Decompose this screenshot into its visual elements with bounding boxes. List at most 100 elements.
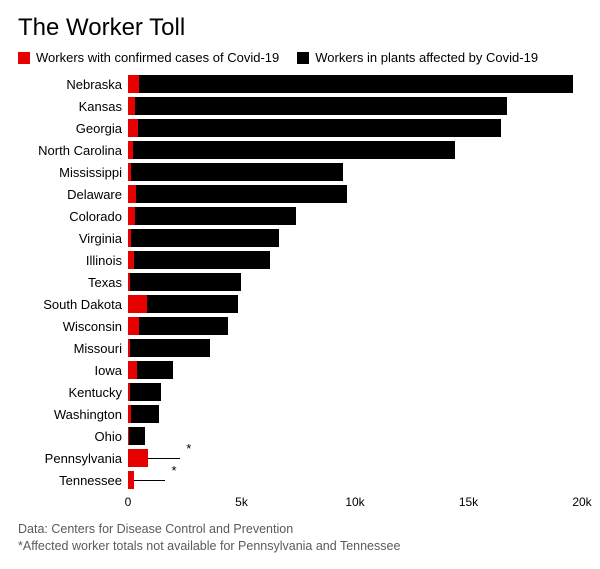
bar-cell — [128, 405, 582, 423]
category-label: Texas — [18, 275, 128, 290]
bar-segment-affected — [129, 427, 145, 445]
bar-segment-affected — [135, 207, 296, 225]
bar-cell — [128, 207, 582, 225]
missing-affected-line — [148, 458, 180, 459]
bar-segment-confirmed — [128, 295, 147, 313]
bar-row: Nebraska — [18, 73, 582, 95]
bar-segment-confirmed — [128, 207, 135, 225]
bar-cell — [128, 119, 582, 137]
footnote: Data: Centers for Disease Control and Pr… — [18, 521, 582, 555]
category-label: Illinois — [18, 253, 128, 268]
bar-row: Mississippi — [18, 161, 582, 183]
category-label: Georgia — [18, 121, 128, 136]
bar-row: Washington — [18, 403, 582, 425]
category-label: South Dakota — [18, 297, 128, 312]
x-axis-tick: 5k — [235, 495, 248, 509]
chart-title: The Worker Toll — [18, 14, 582, 42]
bar-row: Tennessee* — [18, 469, 582, 491]
figure-container: The Worker Toll Workers with confirmed c… — [0, 0, 600, 569]
category-label: Tennessee — [18, 473, 128, 488]
asterisk-icon: * — [186, 441, 191, 456]
bar-cell — [128, 339, 582, 357]
bar-segment-affected — [131, 229, 279, 247]
bar-segment-affected — [130, 339, 209, 357]
category-label: Missouri — [18, 341, 128, 356]
category-label: Delaware — [18, 187, 128, 202]
bar-segment-affected — [134, 251, 270, 269]
legend: Workers with confirmed cases of Covid-19… — [18, 50, 582, 65]
bar-segment-affected — [147, 295, 238, 313]
bar-row: Colorado — [18, 205, 582, 227]
bar-row: Kansas — [18, 95, 582, 117]
bar-segment-confirmed — [128, 75, 139, 93]
bar-row: Ohio — [18, 425, 582, 447]
missing-affected-line — [134, 480, 166, 481]
bar-row: North Carolina — [18, 139, 582, 161]
bar-cell: * — [128, 449, 582, 467]
bar-segment-affected — [138, 119, 501, 137]
bar-cell — [128, 273, 582, 291]
bar-cell — [128, 97, 582, 115]
legend-label-confirmed: Workers with confirmed cases of Covid-19 — [36, 50, 279, 65]
bar-segment-confirmed — [128, 317, 139, 335]
category-label: Kansas — [18, 99, 128, 114]
bar-segment-confirmed — [128, 97, 135, 115]
footnote-note: *Affected worker totals not available fo… — [18, 538, 582, 555]
bar-segment-confirmed — [128, 119, 138, 137]
category-label: Virginia — [18, 231, 128, 246]
bar-row: Missouri — [18, 337, 582, 359]
bar-row: Pennsylvania* — [18, 447, 582, 469]
legend-label-affected: Workers in plants affected by Covid-19 — [315, 50, 538, 65]
bar-row: Delaware — [18, 183, 582, 205]
bar-cell — [128, 185, 582, 203]
x-axis-tick: 15k — [459, 495, 478, 509]
bar-segment-affected — [139, 75, 573, 93]
category-label: Nebraska — [18, 77, 128, 92]
bar-segment-affected — [133, 141, 455, 159]
bar-row: South Dakota — [18, 293, 582, 315]
category-label: Wisconsin — [18, 319, 128, 334]
x-axis-tick: 0 — [125, 495, 132, 509]
category-label: Iowa — [18, 363, 128, 378]
bar-cell — [128, 295, 582, 313]
bar-segment-affected — [139, 317, 228, 335]
asterisk-icon: * — [171, 463, 176, 478]
bar-segment-affected — [131, 405, 158, 423]
legend-swatch-confirmed — [18, 52, 30, 64]
bar-cell — [128, 427, 582, 445]
bar-segment-affected — [136, 185, 347, 203]
bar-row: Texas — [18, 271, 582, 293]
bar-segment-affected — [137, 361, 173, 379]
x-axis-tick: 10k — [345, 495, 364, 509]
bar-segment-confirmed — [128, 361, 137, 379]
x-axis: 05k10k15k20k — [128, 491, 582, 519]
bar-chart: Nebraska Kansas Georgia North Carolina Missi… — [18, 73, 582, 491]
legend-swatch-affected — [297, 52, 309, 64]
bar-row: Virginia — [18, 227, 582, 249]
bar-cell — [128, 163, 582, 181]
category-label: Ohio — [18, 429, 128, 444]
bar-cell — [128, 361, 582, 379]
bar-row: Kentucky — [18, 381, 582, 403]
footnote-source: Data: Centers for Disease Control and Pr… — [18, 521, 582, 538]
bar-segment-confirmed — [128, 185, 136, 203]
bar-cell — [128, 383, 582, 401]
category-label: Mississippi — [18, 165, 128, 180]
bar-cell — [128, 317, 582, 335]
x-axis-tick: 20k — [572, 495, 591, 509]
bar-row: Georgia — [18, 117, 582, 139]
legend-item-affected: Workers in plants affected by Covid-19 — [297, 50, 538, 65]
bar-cell — [128, 229, 582, 247]
category-label: Colorado — [18, 209, 128, 224]
bar-segment-affected — [130, 383, 162, 401]
bar-segment-affected — [130, 273, 241, 291]
bar-cell: * — [128, 471, 582, 489]
bar-cell — [128, 75, 582, 93]
bar-row: Wisconsin — [18, 315, 582, 337]
category-label: Pennsylvania — [18, 451, 128, 466]
bar-cell — [128, 141, 582, 159]
bar-segment-affected — [131, 163, 342, 181]
bar-segment-affected — [135, 97, 507, 115]
category-label: North Carolina — [18, 143, 128, 158]
bar-cell — [128, 251, 582, 269]
